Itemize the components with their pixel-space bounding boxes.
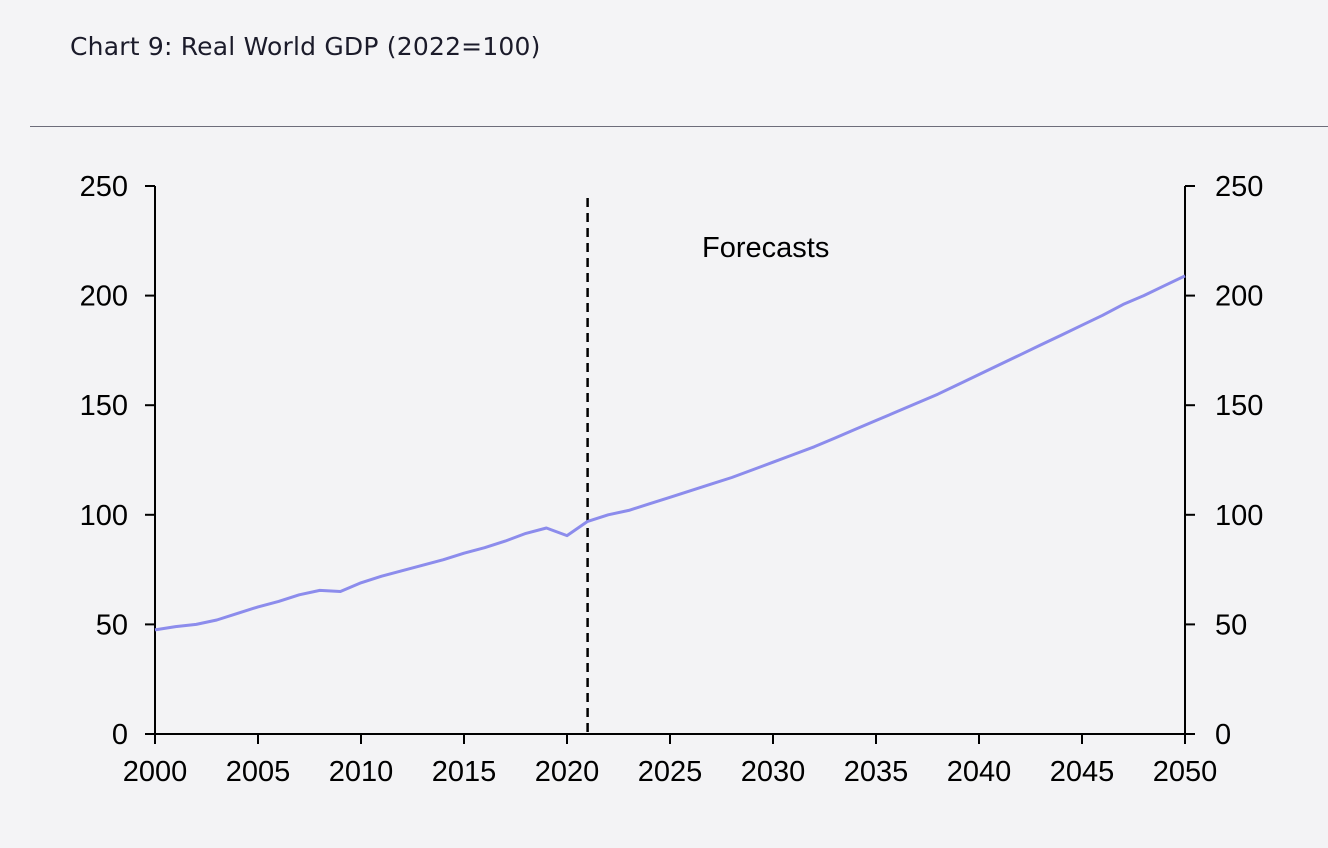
x-tick-label: 2025 xyxy=(638,756,703,788)
chart-title: Chart 9: Real World GDP (2022=100) xyxy=(70,32,541,61)
x-tick-label: 2045 xyxy=(1050,756,1115,788)
title-divider xyxy=(30,126,1328,127)
y-tick-label-left: 50 xyxy=(96,609,128,641)
x-tick-label: 2015 xyxy=(432,756,497,788)
forecast-annotation: Forecasts xyxy=(702,232,829,264)
y-tick-label-left: 150 xyxy=(80,390,128,422)
y-tick-label-right: 200 xyxy=(1215,281,1263,313)
y-tick-label-right: 100 xyxy=(1215,500,1263,532)
y-tick-label-left: 0 xyxy=(112,719,128,751)
chart-ticks xyxy=(145,185,1195,744)
y-tick-label-right: 250 xyxy=(1215,171,1263,203)
x-tick-label: 2010 xyxy=(329,756,394,788)
y-tick-label-left: 250 xyxy=(80,171,128,203)
plot-panel: 250 200 150 100 50 0 250 200 150 100 50 0 2000 2005 20… xyxy=(30,127,1328,848)
x-tick-label: 2000 xyxy=(123,756,188,788)
chart-series xyxy=(154,274,1186,632)
forecast-marker: Forecasts xyxy=(586,198,829,734)
x-tick-label: 2050 xyxy=(1153,756,1218,788)
x-tick-label: 2030 xyxy=(741,756,806,788)
y-tick-label-left: 100 xyxy=(80,500,128,532)
y-tick-label-left: 200 xyxy=(80,281,128,313)
x-tick-label: 2035 xyxy=(844,756,909,788)
series-line-real-gdp xyxy=(154,274,1186,632)
chart-tick-labels: 250 200 150 100 50 0 250 200 150 100 50 0 2000 2005 20… xyxy=(80,171,1264,788)
x-tick-label: 2040 xyxy=(947,756,1012,788)
y-tick-label-right: 150 xyxy=(1215,390,1263,422)
line-chart: 250 200 150 100 50 0 250 200 150 100 50 0 2000 2005 20… xyxy=(80,171,1264,788)
x-tick-label: 2005 xyxy=(226,756,291,788)
x-tick-label: 2020 xyxy=(535,756,600,788)
y-tick-label-right: 50 xyxy=(1215,609,1247,641)
chart-axes xyxy=(154,186,1186,735)
y-tick-label-right: 0 xyxy=(1215,719,1231,751)
